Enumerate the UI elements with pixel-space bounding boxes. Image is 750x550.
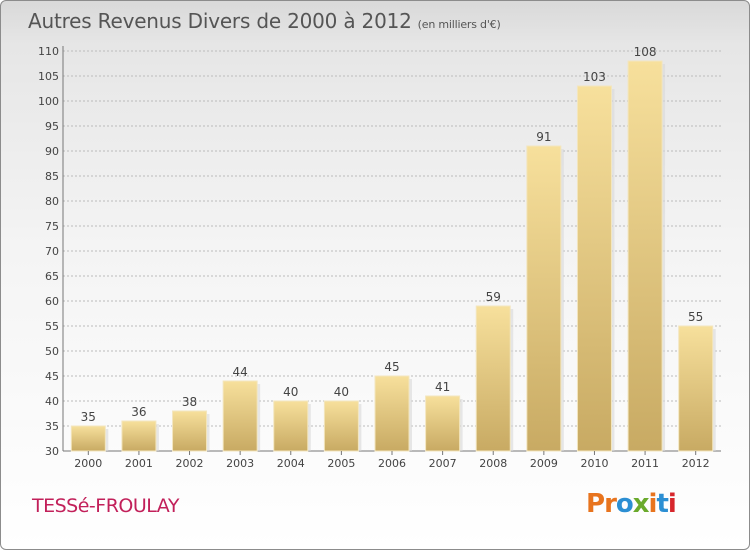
bar-value-label: 44	[233, 365, 248, 379]
x-tick-label: 2005	[327, 457, 355, 470]
y-tick-label: 85	[45, 170, 59, 183]
bar-value-label: 38	[182, 395, 197, 409]
bar	[323, 400, 359, 452]
logo-letter: r	[604, 489, 617, 519]
y-tick-label: 30	[45, 445, 59, 458]
bar-value-label: 91	[536, 130, 551, 144]
bar-value-label: 59	[486, 290, 501, 304]
bar-value-label: 45	[384, 360, 399, 374]
y-tick-label: 110	[38, 45, 59, 58]
bar-value-label: 55	[688, 310, 703, 324]
logo-letter: i	[648, 489, 658, 519]
x-tick-label: 2007	[429, 457, 457, 470]
bar-value-label: 35	[81, 410, 96, 424]
chart-title-text: Autres Revenus Divers de 2000 à 2012	[28, 9, 412, 33]
y-tick-label: 45	[45, 370, 59, 383]
y-tick-label: 65	[45, 270, 59, 283]
x-tick-label: 2002	[176, 457, 204, 470]
bar	[627, 60, 663, 452]
bar	[425, 395, 461, 452]
y-tick-label: 90	[45, 145, 59, 158]
bar	[374, 375, 410, 452]
y-tick-label: 50	[45, 345, 59, 358]
bar-value-label: 108	[634, 45, 657, 59]
y-tick-label: 75	[45, 220, 59, 233]
bar-value-label: 40	[334, 385, 349, 399]
y-tick-label: 100	[38, 95, 59, 108]
bar	[222, 380, 258, 452]
y-tick-label: 35	[45, 420, 59, 433]
y-tick-label: 105	[38, 70, 59, 83]
logo-letter: P	[586, 489, 605, 519]
bar-value-label: 103	[583, 70, 606, 84]
x-tick-label: 2010	[580, 457, 608, 470]
bar-value-label: 36	[131, 405, 146, 419]
y-tick-label: 40	[45, 395, 59, 408]
logo-letter: o	[615, 489, 634, 519]
bar	[121, 420, 157, 452]
y-tick-label: 70	[45, 245, 59, 258]
bar	[576, 85, 612, 452]
x-tick-label: 2003	[226, 457, 254, 470]
y-tick-label: 80	[45, 195, 59, 208]
x-tick-label: 2001	[125, 457, 153, 470]
commune-name: TESSé-FROULAY	[32, 495, 179, 517]
x-tick-label: 2012	[682, 457, 710, 470]
bar	[172, 410, 208, 452]
x-tick-label: 2009	[530, 457, 558, 470]
y-tick-label: 95	[45, 120, 59, 133]
x-tick-label: 2004	[277, 457, 305, 470]
bar-value-label: 41	[435, 380, 450, 394]
logo-letter: x	[632, 489, 650, 519]
proxiti-logo: Proxiti	[586, 489, 677, 519]
logo-letter: i	[667, 489, 677, 519]
y-tick-label: 55	[45, 320, 59, 333]
x-tick-label: 2000	[74, 457, 102, 470]
bar	[70, 425, 106, 452]
x-tick-label: 2006	[378, 457, 406, 470]
bar	[678, 325, 714, 452]
bar	[273, 400, 309, 452]
bar-value-label: 40	[283, 385, 298, 399]
chart-title: Autres Revenus Divers de 2000 à 2012 (en …	[28, 9, 501, 33]
chart-unit: (en milliers d'€)	[417, 18, 501, 31]
x-tick-label: 2011	[631, 457, 659, 470]
x-tick-label: 2008	[479, 457, 507, 470]
bar	[526, 145, 562, 452]
bar	[475, 305, 511, 452]
y-tick-label: 60	[45, 295, 59, 308]
logo-letter: t	[656, 489, 668, 519]
